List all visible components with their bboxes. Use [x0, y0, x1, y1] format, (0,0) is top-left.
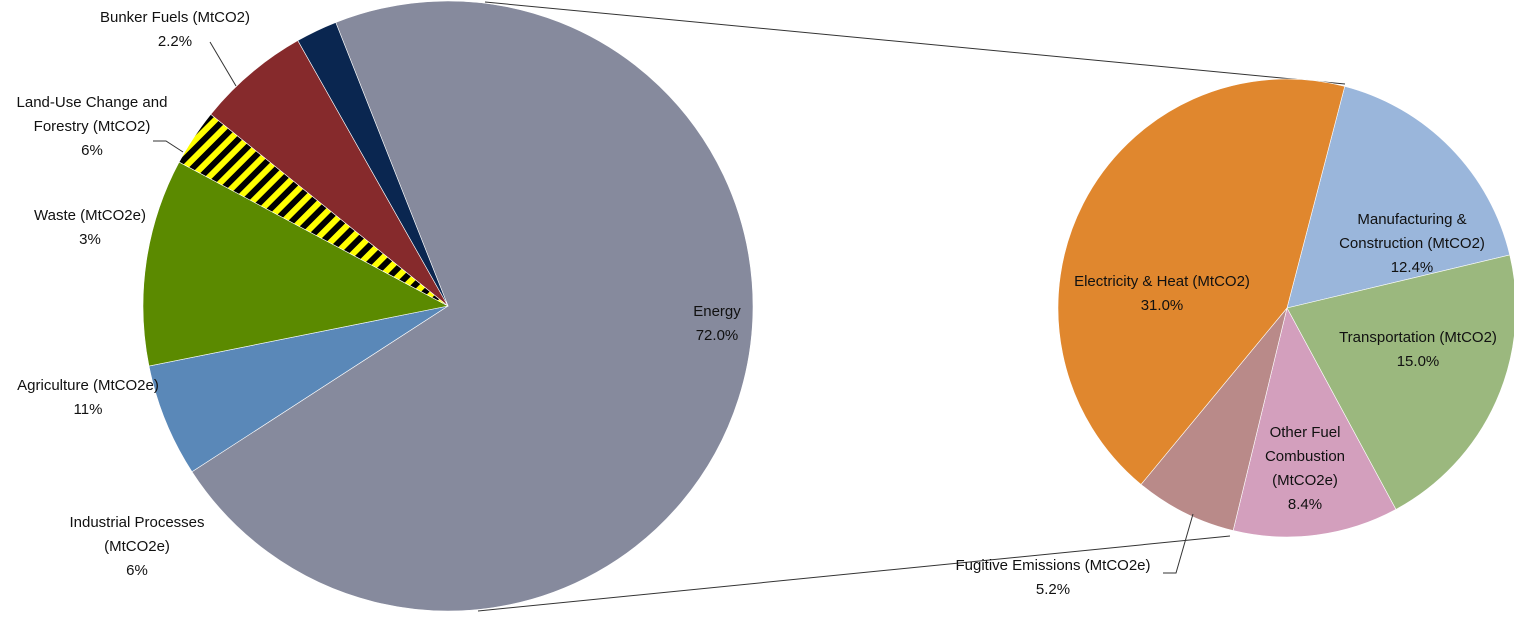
main-slice-agriculture-mtco2e [142, 161, 449, 367]
main-label-land-use-change-and-forestry-mtco2: Land-Use Change and Forestry (MtCO2) 6% [17, 94, 168, 159]
main-slice-energy [191, 0, 754, 612]
leader-fugitive [1163, 513, 1194, 574]
secondary-label-fugitive-emissions-mtco2e: Fugitive Emissions (MtCO2e) 5.2% [955, 557, 1150, 598]
data-labels: Energy 72.0% Industrial Processes (MtCO2e) 6… [17, 9, 1497, 598]
connector-line-top [484, 1, 1346, 85]
secondary-slice-electricity-heat-mtco2 [1057, 78, 1346, 485]
leader-land-use [153, 140, 184, 153]
connector-line-bottom [477, 535, 1231, 612]
main-pie [142, 0, 754, 612]
secondary-label-other-fuel-combustion-mtco2e: Other Fuel Combustion (MtCO2e) 8.4% [1265, 424, 1345, 513]
secondary-label-electricity-heat-mtco2: Electricity & Heat (MtCO2) 31.0% [1074, 273, 1250, 314]
secondary-slice-transportation-mtco2 [1286, 254, 1514, 510]
main-label-waste-mtco2e: Waste (MtCO2e) 3% [34, 207, 146, 248]
leader-bunker-fuels [209, 41, 237, 87]
secondary-slice-manufacturing-construction-mtco2 [1286, 86, 1511, 309]
main-slice-bunker-fuels-mtco2 [297, 22, 449, 307]
main-label-industrial-processes-mtco2e: Industrial Processes (MtCO2e) 6% [69, 514, 204, 579]
connector-lines [477, 1, 1346, 612]
main-label-bunker-fuels-mtco2: Bunker Fuels (MtCO2) 2.2% [100, 9, 250, 50]
leader-lines [153, 41, 1194, 574]
secondary-slice-other-fuel-combustion-mtco2e [1232, 307, 1397, 538]
secondary-slice-fugitive-emissions-mtco2e [1140, 307, 1288, 531]
main-label-energy: Energy 72.0% [693, 303, 741, 344]
secondary-pie [1057, 78, 1514, 538]
secondary-label-transportation-mtco2: Transportation (MtCO2) 15.0% [1339, 329, 1497, 370]
main-label-agriculture-mtco2e: Agriculture (MtCO2e) 11% [17, 377, 159, 418]
secondary-label-manufacturing-construction-mtco2: Manufacturing & Construction (MtCO2) 12.4% [1339, 211, 1485, 276]
